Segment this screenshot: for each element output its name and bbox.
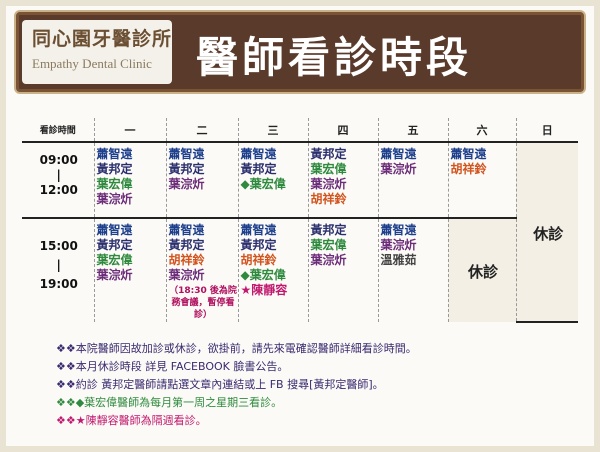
note-line: ❖❖本院醫師因故加診或休診，欲掛前，請先來電確認醫師詳細看診時間。 [56, 342, 417, 355]
am-wed-cell: 蕭智遠 黃邦定 ◆葉宏偉 [237, 142, 308, 219]
table-header-row: 看診時間 一 二 三 四 五 六 日 [22, 118, 578, 143]
day-sat: 六 [447, 118, 516, 143]
am-tue-cell: 蕭智遠 黃邦定 葉淙炘 [165, 142, 238, 219]
pm-sat-rest-cell: 休診 [447, 218, 516, 322]
note-line: ❖❖本月休診時段 詳見 FACEBOOK 臉書公告。 [56, 360, 289, 373]
corner-label: 看診時間 [22, 118, 94, 143]
pm-wed-cell: 蕭智遠 黃邦定 胡祥鈴 ◆葉宏偉 ★陳靜容 [237, 218, 308, 322]
note-line: ❖❖★陳靜容醫師為隔週看診。 [56, 414, 207, 427]
note-line: ❖❖◆葉宏偉醫師為每月第一周之星期三看診。 [56, 396, 283, 409]
meeting-note: （18:30 後為院務會議，暫停看診） [169, 286, 237, 320]
pm-tue-cell: 蕭智遠 黃邦定 胡祥鈴 葉淙炘 （18:30 後為院務會議，暫停看診） [165, 218, 238, 322]
page-title: 醫師看診時段 [196, 33, 473, 82]
morning-time: 09:00 | 12:00 [22, 142, 94, 219]
am-sat-cell: 蕭智遠 胡祥鈴 [447, 142, 516, 219]
schedule-table: 看診時間 一 二 三 四 五 六 日 09:00 | 12:00 蕭智遠 黃邦定… [22, 118, 578, 323]
day-mon: 一 [93, 118, 166, 143]
clinic-logo [22, 20, 172, 84]
day-tue: 二 [165, 118, 238, 143]
day-wed: 三 [237, 118, 308, 143]
am-mon-cell: 蕭智遠 黃邦定 葉宏偉 葉淙炘 [93, 142, 166, 219]
logo-title: 同心園牙醫診所 [32, 28, 173, 50]
sun-rest-cell: 休診 [515, 142, 578, 323]
am-thu-cell: 黃邦定 葉宏偉 葉淙炘 胡祥鈴 [307, 142, 378, 219]
logo-subtitle: Empathy Dental Clinic [32, 56, 152, 71]
day-fri: 五 [377, 118, 448, 143]
sat-rest-label: 休診 [467, 263, 498, 281]
day-thu: 四 [307, 118, 378, 143]
pm-fri-cell: 蕭智遠 葉淙炘 溫雅茹 [377, 218, 448, 322]
day-sun: 日 [515, 118, 578, 143]
pm-mon-cell: 蕭智遠 黃邦定 葉宏偉 葉淙炘 [93, 218, 166, 322]
note-line: ❖❖約診 黃邦定醫師請點選文章內連結或上 FB 搜尋[黃邦定醫師]。 [56, 378, 384, 391]
notes-section: ❖❖本院醫師因故加診或休診，欲掛前，請先來電確認醫師詳細看診時間。 ❖❖本月休診… [56, 340, 576, 430]
morning-row: 09:00 | 12:00 蕭智遠 黃邦定 葉宏偉 葉淙炘 蕭智遠 黃邦定 葉淙… [22, 142, 578, 323]
pm-thu-cell: 黃邦定 葉宏偉 葉淙炘 [307, 218, 378, 322]
evening-row: 15:00 | 19:00 蕭智遠 黃邦定 葉宏偉 葉淙炘 蕭智遠 黃邦定 胡祥… [22, 218, 578, 322]
am-fri-cell: 蕭智遠 葉淙炘 [377, 142, 448, 219]
evening-time: 15:00 | 19:00 [39, 239, 78, 291]
sun-rest-label: 休診 [533, 224, 564, 243]
